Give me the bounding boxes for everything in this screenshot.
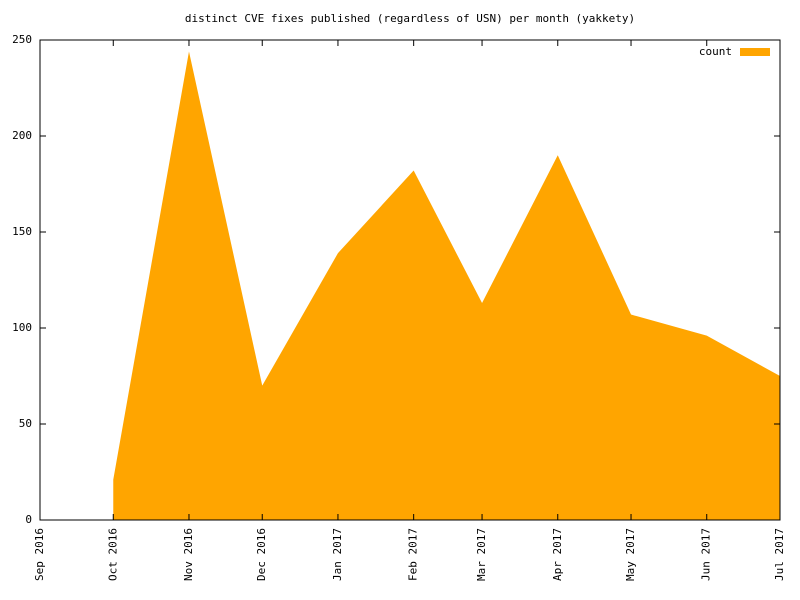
x-tick-label: May 2017 — [624, 528, 637, 581]
y-tick-label: 100 — [12, 321, 32, 334]
x-tick-label: Feb 2017 — [407, 528, 420, 581]
legend-label: count — [699, 45, 732, 58]
y-tick-label: 250 — [12, 33, 32, 46]
y-tick-label: 50 — [19, 417, 32, 430]
y-tick-label: 150 — [12, 225, 32, 238]
x-tick-label: Dec 2016 — [255, 528, 268, 581]
x-tick-label: Apr 2017 — [551, 528, 564, 581]
chart-title: distinct CVE fixes published (regardless… — [185, 12, 635, 25]
x-tick-label: Oct 2016 — [106, 528, 119, 581]
legend-swatch — [740, 48, 770, 56]
x-tick-label: Jan 2017 — [331, 528, 344, 581]
x-tick-label: Mar 2017 — [475, 528, 488, 581]
area — [113, 51, 780, 521]
y-tick-label: 200 — [12, 129, 32, 142]
x-tick-label: Nov 2016 — [182, 528, 195, 581]
x-tick-label: Sep 2016 — [33, 528, 46, 581]
plot-frame — [39, 39, 781, 521]
y-tick-label: 0 — [25, 513, 32, 526]
x-tick-label: Jun 2017 — [700, 528, 713, 581]
x-tick-label: Jul 2017 — [773, 528, 786, 581]
